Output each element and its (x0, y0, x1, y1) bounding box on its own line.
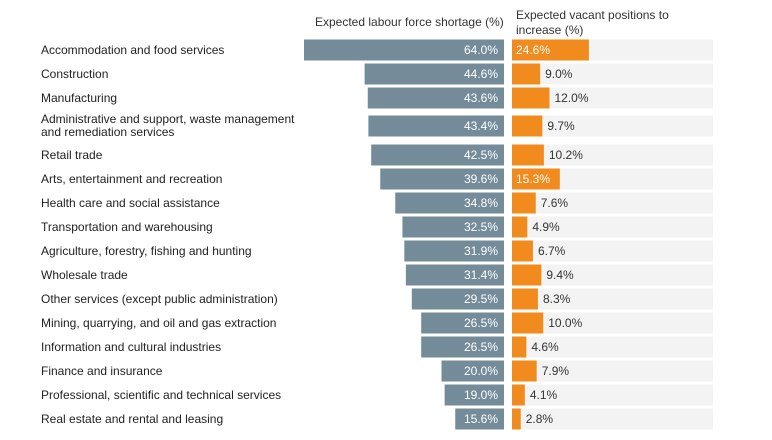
vacancy-increase-bar (512, 168, 560, 190)
vacancy-increase-bar (512, 87, 550, 109)
labour-shortage-bar (405, 264, 504, 286)
labour-shortage-bar (441, 360, 504, 382)
vacancy-increase-bar (512, 39, 589, 61)
right-track (512, 63, 713, 85)
right-track (512, 312, 713, 334)
vacancy-increase-bar (512, 336, 527, 358)
labour-shortage-bar (304, 39, 504, 61)
vacancy-increase-value-label: 24.6% (516, 43, 550, 57)
vacancy-increase-value-label: 4.9% (532, 220, 560, 234)
category-label: Administrative and support, waste manage… (41, 112, 295, 139)
labour-shortage-value-label: 31.9% (464, 244, 498, 258)
category-label: Construction (41, 66, 109, 81)
labour-shortage-value-label: 39.6% (464, 172, 498, 186)
right-track (512, 264, 713, 286)
labour-shortage-value-label: 43.4% (464, 119, 498, 133)
category-label: Professional, scientific and technical s… (41, 387, 282, 402)
vacancy-increase-bar (512, 264, 542, 286)
right-track (512, 192, 713, 214)
right-track (512, 87, 713, 109)
labour-shortage-bar (421, 336, 504, 358)
vacancy-increase-value-label: 9.4% (546, 268, 574, 282)
category-label: Retail trade (41, 147, 103, 162)
category-label: Mining, quarrying, and oil and gas extra… (41, 315, 277, 330)
labour-shortage-bar (395, 192, 504, 214)
labour-shortage-value-label: 34.8% (464, 196, 498, 210)
labour-shortage-bar (368, 115, 504, 137)
vacancy-increase-value-label: 7.6% (541, 196, 569, 210)
vacancy-increase-bar (512, 115, 543, 137)
labour-shortage-bar (402, 216, 504, 238)
category-label: Health care and social assistance (41, 195, 220, 210)
vacancy-increase-value-label: 8.3% (543, 292, 571, 306)
vacancy-increase-value-label: 6.7% (538, 244, 566, 258)
labour-shortage-bar (444, 384, 504, 406)
vacancy-increase-value-label: 4.1% (530, 388, 558, 402)
right-track (512, 115, 713, 137)
right-track (512, 336, 713, 358)
labour-shortage-value-label: 20.0% (464, 364, 498, 378)
vacancy-increase-bar (512, 216, 528, 238)
category-label: Finance and insurance (41, 363, 163, 378)
labour-shortage-bar (455, 408, 504, 430)
vacancy-increase-bar (512, 408, 521, 430)
right-track (512, 384, 713, 406)
labour-shortage-bar (411, 288, 504, 310)
labour-shortage-value-label: 29.5% (464, 292, 498, 306)
labour-shortage-value-label: 19.0% (464, 388, 498, 402)
vacancy-increase-bar (512, 288, 538, 310)
labour-shortage-value-label: 26.5% (464, 316, 498, 330)
right-track (512, 168, 713, 190)
right-track (512, 216, 713, 238)
labour-shortage-value-label: 31.4% (464, 268, 498, 282)
left-column-header: Expected labour force shortage (%) (315, 15, 504, 29)
vacancy-increase-value-label: 9.0% (545, 67, 573, 81)
vacancy-increase-value-label: 7.9% (542, 364, 570, 378)
vacancy-increase-value-label: 10.2% (549, 148, 583, 162)
category-label: Information and cultural industries (41, 339, 222, 354)
labour-shortage-value-label: 32.5% (464, 220, 498, 234)
vacancy-increase-bar (512, 240, 533, 262)
right-track (512, 408, 713, 430)
category-label: Wholesale trade (41, 267, 128, 282)
labour-shortage-bar (421, 312, 504, 334)
vacancy-increase-value-label: 4.6% (531, 340, 559, 354)
right-track (512, 360, 713, 382)
category-label: Transportation and warehousing (41, 219, 213, 234)
labour-shortage-value-label: 43.6% (464, 91, 498, 105)
vacancy-increase-bar (512, 63, 541, 85)
vacancy-increase-bar (512, 312, 544, 334)
labour-shortage-value-label: 44.6% (464, 67, 498, 81)
labour-shortage-value-label: 42.5% (464, 148, 498, 162)
labour-shortage-bar (380, 168, 504, 190)
vacancy-increase-value-label: 9.7% (547, 119, 575, 133)
category-label: Real estate and rental and leasing (41, 411, 224, 426)
labour-shortage-value-label: 64.0% (464, 43, 498, 57)
vacancy-increase-value-label: 10.0% (548, 316, 582, 330)
labour-shortage-bar (367, 87, 504, 109)
right-track (512, 144, 713, 166)
right-track (512, 288, 713, 310)
vacancy-increase-value-label: 12.0% (555, 91, 589, 105)
right-column-header: Expected vacant positions to increase (%… (516, 8, 669, 37)
category-label: Agriculture, forestry, fishing and hunti… (41, 243, 252, 258)
vacancy-increase-bar (512, 144, 544, 166)
vacancy-increase-value-label: 15.3% (516, 172, 550, 186)
right-track (512, 240, 713, 262)
labour-shortage-bar (364, 63, 504, 85)
vacancy-increase-bar (512, 192, 536, 214)
category-label: Other services (except public administra… (41, 291, 278, 306)
labour-shortage-bar (404, 240, 504, 262)
labour-shortage-value-label: 26.5% (464, 340, 498, 354)
labour-shortage-value-label: 15.6% (464, 412, 498, 426)
category-label: Accommodation and food services (41, 42, 225, 57)
labour-shortage-bar (371, 144, 504, 166)
category-label: Arts, entertainment and recreation (41, 171, 223, 186)
vacancy-increase-bar (512, 360, 537, 382)
vacancy-increase-bar (512, 384, 525, 406)
vacancy-increase-value-label: 2.8% (526, 412, 554, 426)
category-label: Manufacturing (41, 90, 118, 105)
